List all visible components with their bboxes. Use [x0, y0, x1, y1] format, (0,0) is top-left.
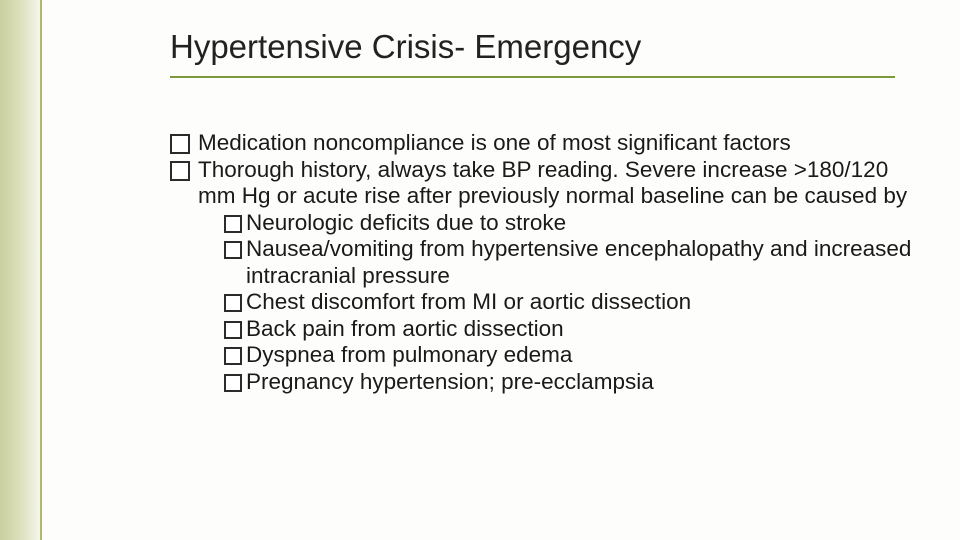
bullet-text: Dyspnea from pulmonary edema: [246, 342, 572, 367]
sub-bullet-item: Chest discomfort from MI or aortic disse…: [224, 289, 920, 316]
bullet-text: Chest discomfort from MI or aortic disse…: [246, 289, 691, 314]
bullet-text: Pregnancy hypertension; pre-ecclampsia: [246, 369, 654, 394]
title-underline: [170, 76, 895, 78]
bullet-text: Nausea/vomiting from hypertensive enceph…: [246, 236, 911, 288]
slide-title: Hypertensive Crisis- Emergency: [170, 28, 920, 66]
slide-content: Hypertensive Crisis- Emergency Medicatio…: [0, 0, 960, 540]
bullet-text: Back pain from aortic dissection: [246, 316, 564, 341]
bullet-text: Medication noncompliance is one of most …: [198, 130, 791, 155]
bullet-text: Thorough history, always take BP reading…: [198, 157, 907, 209]
sub-bullet-item: Neurologic deficits due to stroke: [224, 210, 920, 237]
bullet-list-level1: Medication noncompliance is one of most …: [170, 130, 920, 395]
bullet-item: Medication noncompliance is one of most …: [170, 130, 920, 157]
bullet-item: Thorough history, always take BP reading…: [170, 157, 920, 396]
bullet-text: Neurologic deficits due to stroke: [246, 210, 566, 235]
sub-bullet-item: Back pain from aortic dissection: [224, 316, 920, 343]
sub-bullet-item: Dyspnea from pulmonary edema: [224, 342, 920, 369]
bullet-list-level2: Neurologic deficits due to stroke Nausea…: [198, 210, 920, 396]
sub-bullet-item: Pregnancy hypertension; pre-ecclampsia: [224, 369, 920, 396]
sub-bullet-item: Nausea/vomiting from hypertensive enceph…: [224, 236, 920, 289]
